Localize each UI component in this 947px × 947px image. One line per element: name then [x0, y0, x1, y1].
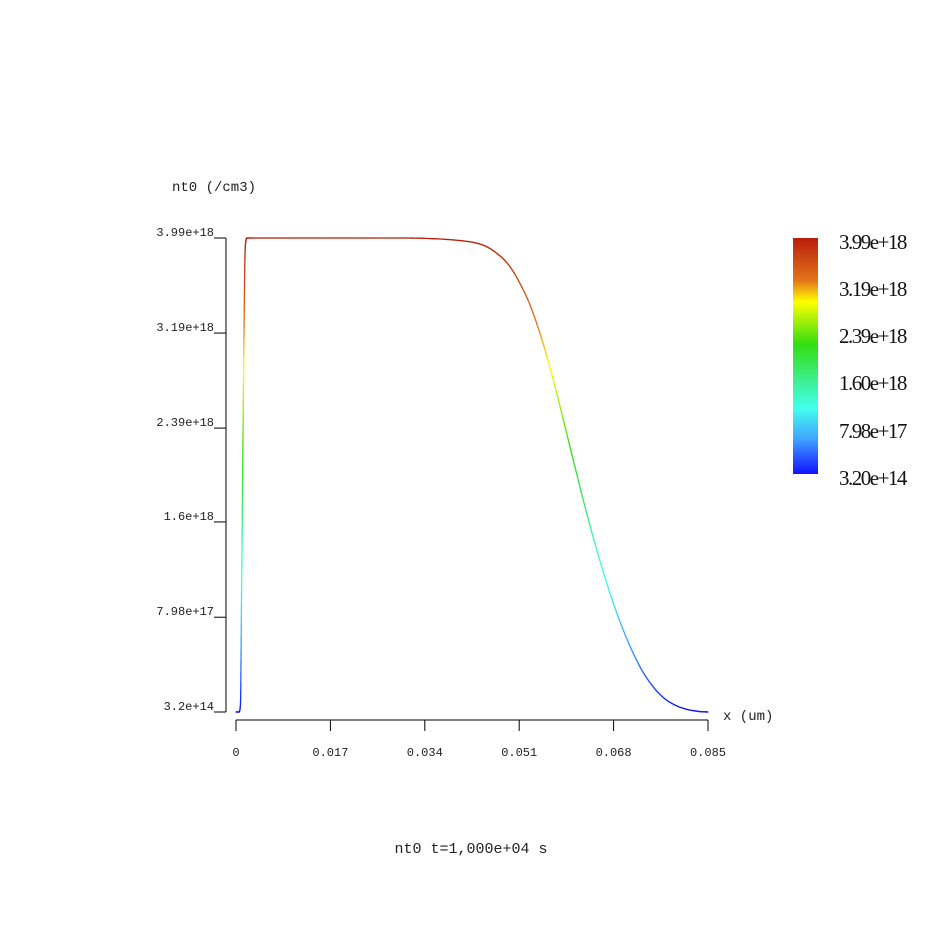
y-tick-label: 3.2e+14	[164, 700, 214, 714]
x-tick-label: 0.034	[407, 746, 443, 760]
y-tick-label: 3.99e+18	[156, 226, 214, 240]
y-tick-label: 2.39e+18	[156, 416, 214, 430]
x-tick-label: 0	[232, 746, 239, 760]
x-ticks: 0 0.017 0.034 0.051 0.068 0.085	[232, 720, 726, 760]
colorbar-label: 3.20e+14	[839, 466, 908, 490]
x-tick-label: 0.051	[501, 746, 537, 760]
chart-caption: nt0 t=1,000e+04 s	[394, 841, 547, 858]
x-tick-label: 0.068	[596, 746, 632, 760]
colorbar-labels: 3.99e+18 3.19e+18 2.39e+18 1.60e+18 7.98e+17…	[839, 230, 909, 490]
y-ticks: 3.2e+14 7.98e+17 1.6e+18 2.39e+18 3.19e+18 3.…	[156, 226, 226, 714]
colorbar-label: 3.99e+18	[839, 230, 907, 254]
colorbar-label: 2.39e+18	[839, 324, 907, 348]
y-tick-label: 7.98e+17	[156, 605, 214, 619]
x-tick-label: 0.017	[312, 746, 348, 760]
colorbar-label: 1.60e+18	[839, 371, 907, 395]
y-tick-label: 1.6e+18	[164, 510, 214, 524]
series-line	[235, 237, 709, 713]
x-axis-label: x (um)	[723, 709, 773, 725]
colorbar-label: 3.19e+18	[839, 277, 907, 301]
colorbar	[793, 238, 818, 474]
y-axis-label: nt0 (/cm3)	[172, 180, 256, 196]
colorbar-label: 7.98e+17	[839, 419, 907, 443]
y-tick-label: 3.19e+18	[156, 321, 214, 335]
x-tick-label: 0.085	[690, 746, 726, 760]
colorbar-gradient	[793, 238, 818, 474]
